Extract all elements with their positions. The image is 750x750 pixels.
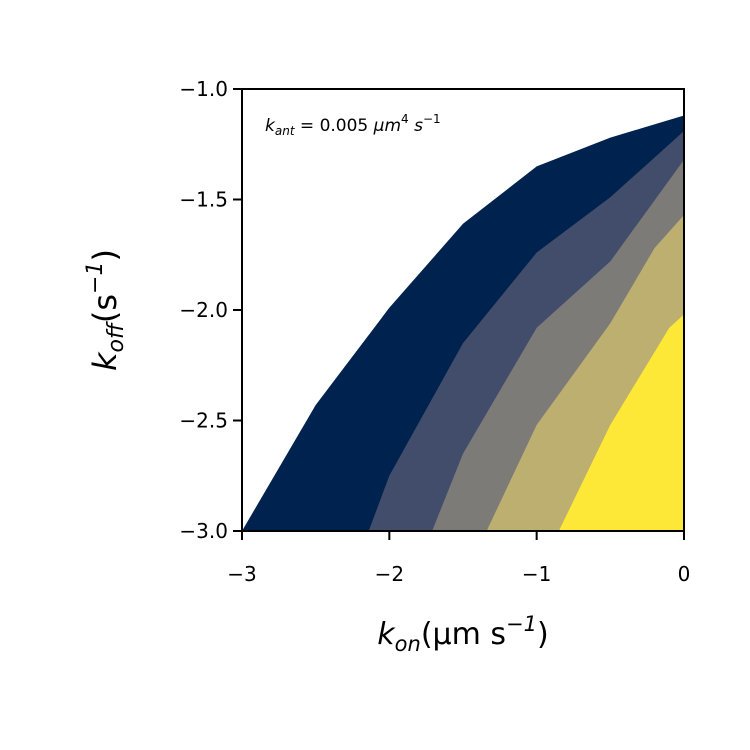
contour-fills — [242, 115, 684, 531]
x-tick-label: −1 — [522, 562, 551, 586]
y-tick-label: −1.0 — [179, 77, 228, 101]
x-axis-main: k — [377, 617, 396, 652]
y-axis-main: k — [86, 351, 124, 371]
x-axis-units-exp: −1 — [506, 612, 537, 636]
x-axis-units-close: ) — [537, 617, 549, 652]
axis-ticks: −3 −2 −1 0 −3.0 −2.5 −2.0 −1.5 −1.0 — [179, 77, 690, 586]
contour-level-5 — [558, 314, 684, 531]
annotation-exp2: −1 — [423, 112, 441, 126]
x-tick-label: 0 — [678, 562, 691, 586]
annotation-unit1: μm — [373, 116, 401, 136]
x-axis-sub: on — [395, 632, 421, 656]
annotation-exp1: 4 — [401, 112, 409, 126]
x-axis-units-open: (μm s — [421, 617, 506, 652]
annotation-eq: = 0.005 — [295, 116, 374, 136]
y-axis-title: koff(s−1) — [83, 249, 129, 371]
annotation: kant = 0.005 μm4 s−1 — [265, 112, 441, 138]
x-axis-title: kon(μm s−1) — [377, 612, 548, 656]
annotation-unit2: s — [409, 116, 423, 136]
y-tick-label: −3.0 — [179, 519, 228, 543]
annotation-k: k — [265, 116, 276, 136]
y-axis-units-open: (s — [86, 294, 124, 323]
x-tick-label: −2 — [375, 562, 404, 586]
y-tick-label: −2.5 — [179, 409, 228, 433]
y-axis-sub: off — [104, 321, 129, 352]
y-tick-label: −2.0 — [179, 298, 228, 322]
y-axis-units-close: ) — [86, 249, 124, 261]
annotation-sub: ant — [275, 124, 296, 138]
y-axis-units-exp: −1 — [83, 262, 108, 294]
x-tick-label: −3 — [227, 562, 256, 586]
y-tick-label: −1.5 — [179, 188, 228, 212]
